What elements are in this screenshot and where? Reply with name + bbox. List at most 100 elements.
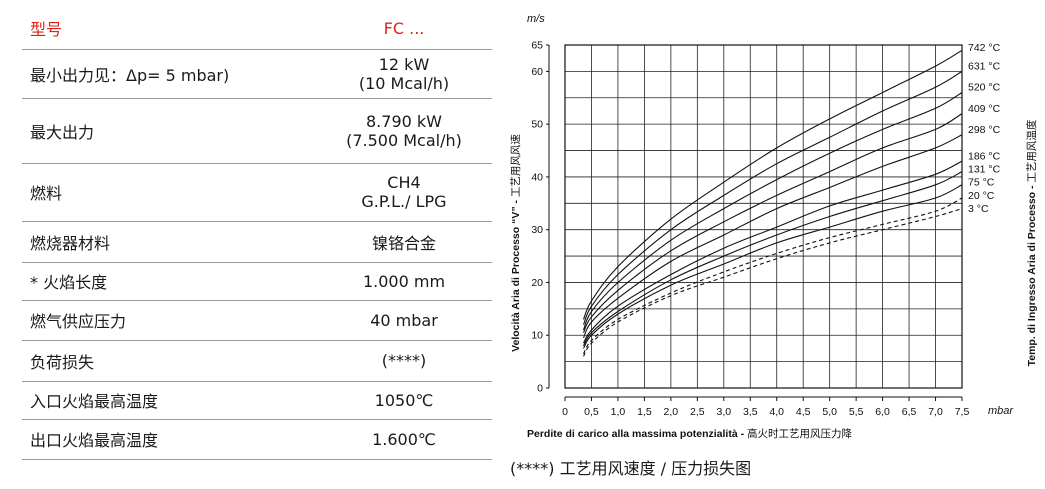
series-line (583, 113, 963, 333)
series-label: 742 °C (968, 42, 1001, 54)
row-value-line: 1.600℃ (372, 429, 436, 449)
series-label: 75 °C (968, 177, 995, 189)
y-axis-label: Velocità Aria di Processo “V” - 工艺用风风速 (510, 134, 522, 352)
row-value: 12 kW (10 Mcal/h) (316, 49, 492, 99)
row-value-line: (****) (381, 351, 427, 370)
x-tick-label: 4,0 (769, 406, 784, 418)
y-tick-label: 30 (531, 224, 543, 236)
row-value-line-2: (7.500 Mcal/h) (346, 130, 462, 150)
row-value: (****) (316, 340, 492, 382)
right-axis-label-zh: 工艺用风温度 (1025, 119, 1038, 182)
row-value-line: 镍铬合金 (371, 233, 436, 253)
y-tick-label: 50 (531, 119, 543, 131)
table-row: 燃料 CH4 G.P.L./ LPG (22, 163, 492, 222)
row-value-line: 1.000 mm (362, 271, 446, 291)
series-label: 298 °C (968, 124, 1001, 136)
row-value: 40 mbar (316, 300, 492, 341)
table-row: 出口火焰最高温度 1.600℃ (22, 419, 492, 460)
series-label: 3 °C (968, 203, 989, 215)
table-row: 最大出力 8.790 kW (7.500 Mcal/h) (22, 98, 492, 164)
series-line (582, 70, 963, 325)
y-unit-label: m/s (527, 13, 545, 25)
spec-table-body: 型号 FC ... 最小出力见：Δp= 5 mbar) 12 kW (10 Mcal/h… (22, 8, 492, 460)
row-value-line: 1050℃ (374, 390, 434, 410)
row-label: 燃气供应压力 (22, 300, 316, 341)
row-value: 1050℃ (316, 381, 492, 420)
x-tick-label: 6,0 (875, 406, 890, 418)
row-value-line-2: G.P.L./ LPG (361, 192, 447, 211)
series-label: 131 °C (968, 164, 1001, 176)
header-label: 型号 (22, 8, 316, 50)
series-line (582, 92, 963, 331)
series-label: 520 °C (968, 82, 1001, 94)
series-line (583, 184, 963, 349)
row-value-line: CH4 (387, 173, 421, 192)
y-axis-label-it: Velocità Aria di Processo “V” - (510, 197, 522, 352)
right-axis-label-it: Temp. di Ingresso Aria di Processo - (1026, 183, 1038, 367)
row-value: 8.790 kW (7.500 Mcal/h) (316, 98, 492, 164)
x-tick-label: 5,5 (849, 406, 864, 418)
row-label: 最小出力见：Δp= 5 mbar) (22, 49, 316, 99)
x-tick-label: 3,0 (716, 406, 731, 418)
y-tick-label: 10 (531, 330, 543, 342)
header-value: FC ... (316, 8, 492, 50)
series-line (583, 208, 963, 357)
plot-frame (564, 44, 963, 389)
y-axis-label-zh: 工艺用风风速 (510, 134, 522, 197)
right-axis-label: Temp. di Ingresso Aria di Processo - 工艺用… (1025, 119, 1038, 366)
y-tick-label: 65 (531, 40, 543, 52)
x-axis-label-it: Perdite di carico alla massima potenzial… (527, 428, 747, 440)
row-value: 1.000 mm (316, 262, 492, 301)
series-line (583, 171, 963, 347)
row-value: CH4 G.P.L./ LPG (316, 163, 492, 222)
row-value-line-2: (10 Mcal/h) (358, 73, 450, 93)
table-header-row: 型号 FC ... (22, 8, 492, 50)
series-line (583, 197, 963, 354)
chart-caption: (****) 工艺用风速度 / 压力损失图 (510, 459, 752, 478)
x-tick-label: 7,5 (955, 406, 970, 418)
row-label: 燃烧器材料 (22, 221, 316, 263)
x-tick-label: 0 (562, 406, 568, 418)
row-label: 燃料 (22, 163, 316, 222)
table-row: 入口火焰最高温度 1050℃ (22, 381, 492, 420)
x-tick-label: 1,0 (611, 406, 626, 418)
x-axis-label: Perdite di carico alla massima potenzial… (527, 427, 852, 440)
row-value: 镍铬合金 (316, 221, 492, 263)
row-value-line: 8.790 kW (366, 111, 442, 131)
x-tick-label: 0,5 (584, 406, 599, 418)
x-tick-label: 5,0 (822, 406, 837, 418)
x-tick-label: 2,5 (690, 406, 705, 418)
x-axis-label-zh: 高火时工艺用风压力降 (747, 427, 852, 440)
row-value: 1.600℃ (316, 419, 492, 460)
y-tick-label: 40 (531, 171, 543, 183)
series-line (583, 160, 963, 344)
x-unit-label: mbar (988, 405, 1014, 417)
series-label: 409 °C (968, 103, 1001, 115)
row-label: 负荷损失 (22, 340, 316, 382)
y-tick-label: 0 (537, 383, 543, 395)
x-tick-label: 7,0 (928, 406, 943, 418)
velocity-pressure-chart: 0 10 20 30 40 50 60 65 0 0,5 1,0 1,5 2,0 2,5 3,0 3,5 4,0… (510, 13, 1038, 440)
row-value-line: 40 mbar (370, 310, 438, 330)
series-label: 631 °C (968, 61, 1001, 73)
row-label: 最大出力 (22, 98, 316, 164)
row-label: 出口火焰最高温度 (22, 419, 316, 460)
series-line (582, 49, 963, 320)
series-label: 20 °C (968, 190, 995, 202)
row-label: * 火焰长度 (22, 262, 316, 301)
x-tick-label: 6,5 (902, 406, 917, 418)
table-row: 负荷损失 (****) (22, 340, 492, 382)
table-row: 燃烧器材料 镍铬合金 (22, 221, 492, 263)
x-tick-label: 1,5 (637, 406, 652, 418)
table-row: * 火焰长度 1.000 mm (22, 262, 492, 301)
y-tick-label: 20 (531, 277, 543, 289)
row-value-line: 12 kW (378, 54, 430, 74)
y-tick-label: 60 (531, 66, 543, 78)
x-tick-label: 2,0 (664, 406, 679, 418)
spec-table: 型号 FC ... 最小出力见：Δp= 5 mbar) 12 kW (10 Mcal/h… (22, 8, 492, 460)
table-row: 燃气供应压力 40 mbar (22, 300, 492, 341)
x-tick-label: 3,5 (743, 406, 758, 418)
series-label: 186 °C (968, 150, 1001, 162)
table-row: 最小出力见：Δp= 5 mbar) 12 kW (10 Mcal/h) (22, 49, 492, 99)
series-line (582, 134, 963, 339)
